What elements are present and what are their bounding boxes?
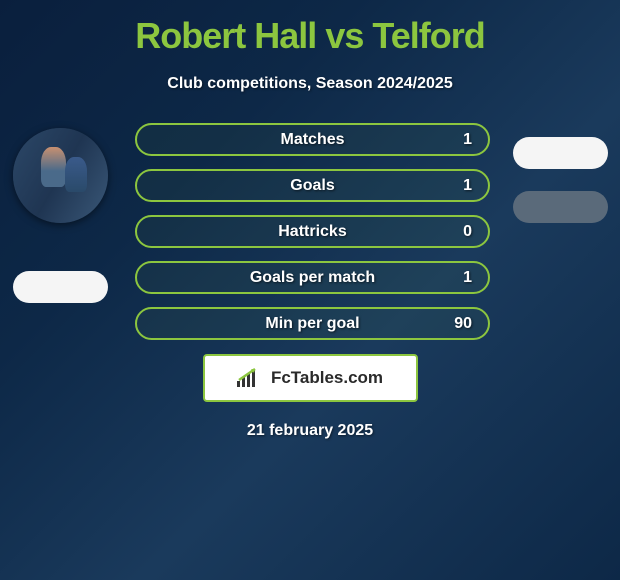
logo-text: FcTables.com xyxy=(271,368,383,388)
stat-value: 1 xyxy=(463,177,472,195)
date-label: 21 february 2025 xyxy=(247,422,373,440)
silhouette-left xyxy=(13,271,108,303)
widget-container: Robert Hall vs Telford Club competitions… xyxy=(0,0,620,450)
chart-icon xyxy=(237,369,265,387)
stat-label: Goals xyxy=(290,177,334,195)
stats-column: Matches 1 Goals 1 Hattricks 0 Goals per … xyxy=(120,123,500,340)
stat-row-hattricks: Hattricks 0 xyxy=(135,215,490,248)
stat-value: 90 xyxy=(454,315,472,333)
silhouette-right-2 xyxy=(513,191,608,223)
stat-value: 1 xyxy=(463,269,472,287)
title-opponent: Telford xyxy=(372,15,484,56)
right-column xyxy=(500,123,620,340)
stat-value: 1 xyxy=(463,131,472,149)
left-column xyxy=(0,123,120,340)
player-avatar xyxy=(13,128,108,223)
content-row: Matches 1 Goals 1 Hattricks 0 Goals per … xyxy=(0,123,620,340)
stat-row-goals: Goals 1 xyxy=(135,169,490,202)
title-vs: vs xyxy=(325,15,363,56)
page-title: Robert Hall vs Telford xyxy=(135,15,484,57)
silhouette-right-1 xyxy=(513,137,608,169)
stat-row-min-per-goal: Min per goal 90 xyxy=(135,307,490,340)
fctables-logo[interactable]: FcTables.com xyxy=(203,354,418,402)
stat-label: Matches xyxy=(280,131,344,149)
stat-label: Goals per match xyxy=(250,269,375,287)
title-player: Robert Hall xyxy=(135,15,316,56)
stat-label: Min per goal xyxy=(265,315,359,333)
stat-label: Hattricks xyxy=(278,223,346,241)
stat-value: 0 xyxy=(463,223,472,241)
avatar-image xyxy=(13,128,108,223)
stat-row-goals-per-match: Goals per match 1 xyxy=(135,261,490,294)
subtitle: Club competitions, Season 2024/2025 xyxy=(167,75,452,93)
stat-row-matches: Matches 1 xyxy=(135,123,490,156)
